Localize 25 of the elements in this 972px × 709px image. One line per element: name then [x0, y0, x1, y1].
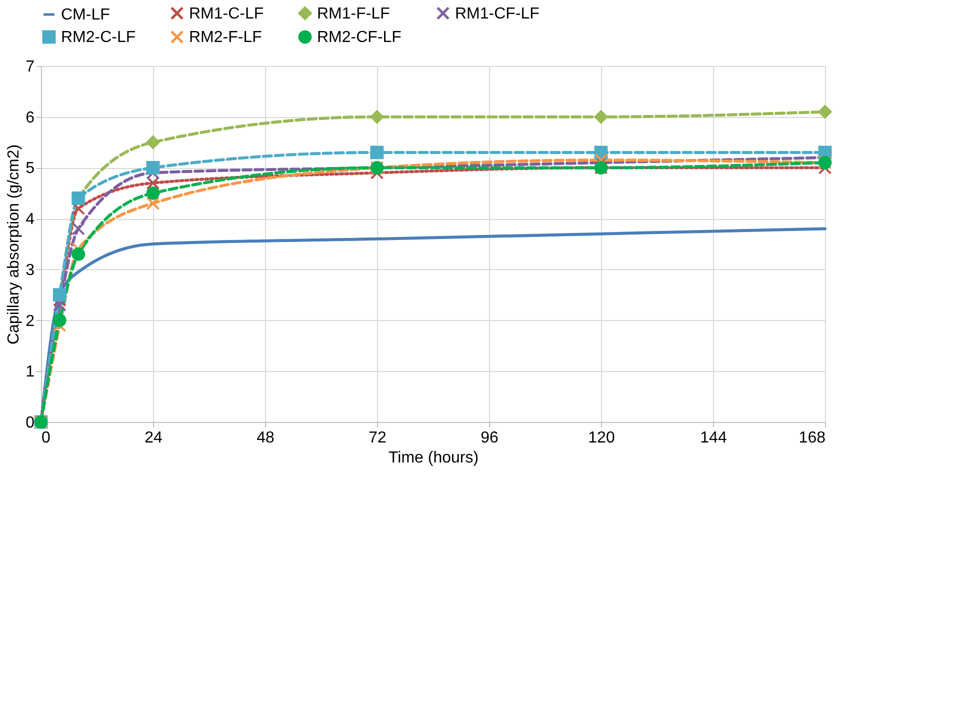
- x-axis-title: Time (hours): [388, 450, 479, 466]
- legend-label: RM1-F-LF: [317, 5, 390, 22]
- legend-label: RM2-F-LF: [189, 29, 262, 46]
- y-tick-label: 2: [26, 312, 35, 330]
- y-tick-label: 4: [26, 211, 35, 228]
- y-tick-label: 1: [26, 364, 35, 381]
- legend-label: RM1-CF-LF: [455, 5, 540, 22]
- y-tick-label: 5: [26, 160, 35, 178]
- y-axis-title: Capillary absorption (g/cm2): [6, 144, 23, 345]
- x-tick-label: 120: [588, 430, 615, 446]
- y-tick-label: 7: [26, 58, 35, 76]
- x-tick-label: 0: [42, 430, 50, 446]
- legend-label: RM1-C-LF: [189, 5, 264, 22]
- x-tick-label: 72: [368, 430, 386, 446]
- legend-label: RM2-C-LF: [61, 29, 136, 46]
- legend-label: RM2-CF-LF: [317, 29, 402, 46]
- legend-label: CM-LF: [61, 6, 110, 24]
- x-tick-label: 96: [480, 430, 498, 446]
- x-tick-label: 48: [256, 430, 274, 446]
- x-tick-label: 144: [700, 430, 727, 446]
- x-tick-label: 168: [798, 430, 826, 446]
- y-tick-label: 0: [26, 414, 35, 432]
- y-tick-label: 3: [26, 262, 35, 279]
- y-tick-label: 6: [26, 109, 35, 126]
- x-tick-label: 24: [144, 430, 162, 446]
